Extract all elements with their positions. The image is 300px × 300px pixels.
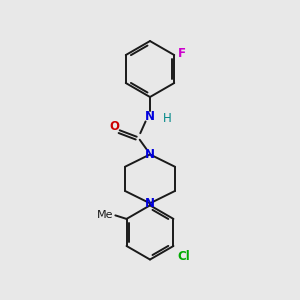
Text: N: N <box>145 148 155 161</box>
Text: Cl: Cl <box>177 250 190 263</box>
Text: F: F <box>178 47 186 60</box>
Text: O: O <box>110 120 120 133</box>
Text: H: H <box>163 112 172 125</box>
Text: N: N <box>145 197 155 210</box>
Text: Me: Me <box>97 210 113 220</box>
Text: N: N <box>145 110 155 123</box>
